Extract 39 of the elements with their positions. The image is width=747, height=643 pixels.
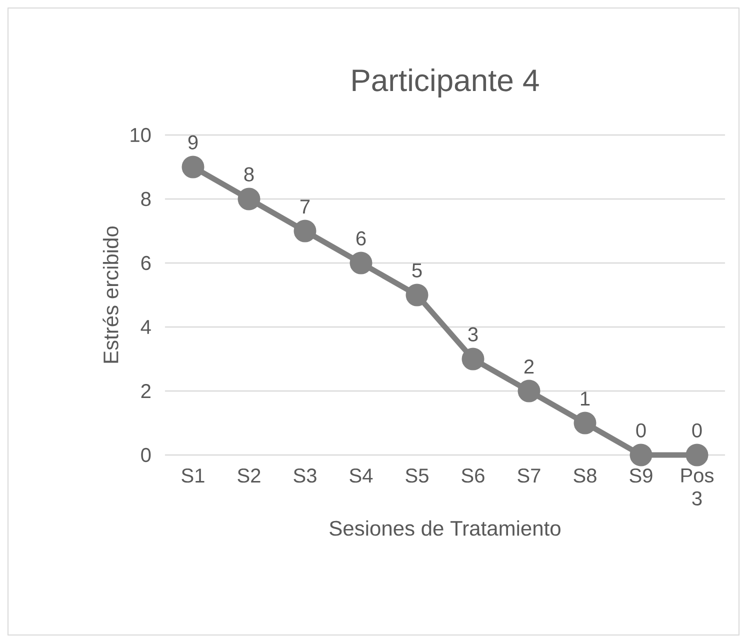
data-label: 3 — [468, 327, 478, 342]
point — [406, 284, 428, 306]
x-tick-label: S8 — [574, 468, 596, 483]
y-tick-label: 6 — [141, 256, 151, 270]
point — [238, 188, 260, 210]
data-label: 1 — [580, 392, 590, 406]
x-tick-label: S9 — [630, 468, 652, 483]
point — [182, 156, 204, 178]
x-tick-label: S1 — [182, 468, 204, 483]
x-tick-label: S4 — [350, 468, 373, 483]
point — [574, 412, 596, 434]
point — [294, 220, 316, 242]
data-label: 0 — [636, 423, 646, 438]
y-tick-label: 4 — [140, 320, 151, 334]
y-tick-label: 2 — [141, 384, 150, 398]
x-tick-label: S5 — [406, 468, 428, 483]
x-tick-label: S2 — [238, 468, 260, 483]
data-label: 5 — [412, 264, 422, 278]
data-label: 6 — [356, 231, 366, 246]
x-axis-title: Sesiones de Tratamiento — [330, 520, 560, 536]
x-tick-label: S6 — [462, 468, 484, 483]
data-label: 9 — [188, 135, 198, 150]
y-tick-label: 10 — [130, 128, 151, 142]
point — [350, 252, 372, 274]
x-tick-label: S7 — [518, 468, 540, 483]
x-tick-label: Pos 3 — [681, 468, 714, 506]
x-tick-label: S3 — [294, 468, 316, 483]
point — [630, 444, 652, 466]
data-label: 8 — [244, 167, 254, 182]
data-label: 0 — [692, 423, 702, 438]
chart-title: Participante 4 — [352, 68, 539, 98]
y-tick-label: 0 — [141, 448, 151, 462]
data-label: 2 — [524, 360, 534, 374]
y-axis-title: Estrés ercibido — [102, 226, 118, 363]
y-tick-label: 8 — [141, 192, 151, 206]
point — [462, 348, 484, 370]
point — [518, 380, 540, 402]
point — [686, 444, 708, 466]
data-label: 7 — [300, 200, 310, 214]
